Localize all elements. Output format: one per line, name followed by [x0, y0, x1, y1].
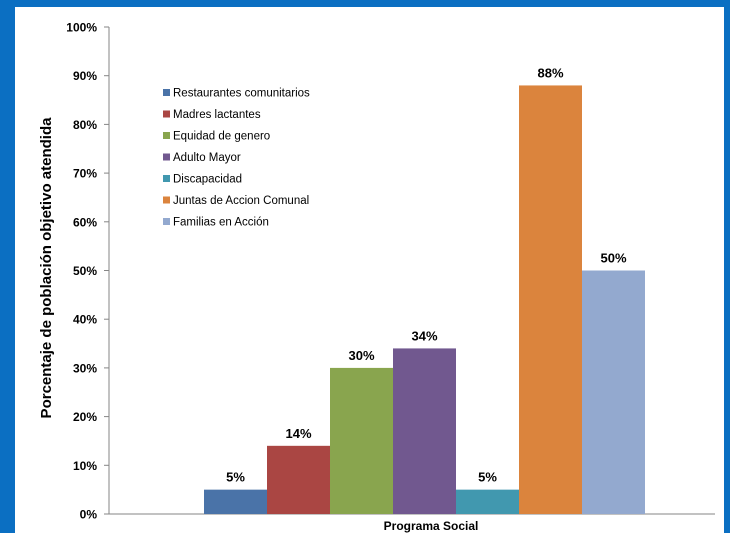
legend-swatch	[163, 218, 170, 225]
bar	[267, 445, 330, 514]
y-tick-label: 0%	[80, 508, 98, 522]
y-tick-label: 90%	[73, 69, 97, 83]
x-axis-title: Programa Social	[384, 519, 479, 533]
legend-label: Madres lactantes	[173, 109, 261, 121]
legend-label: Adulto Mayor	[173, 152, 241, 164]
y-axis-title: Porcentaje de población objetivo atendid…	[38, 117, 55, 419]
y-tick-label: 50%	[73, 264, 97, 278]
data-label: 14%	[285, 426, 311, 441]
data-labels: 5% 14% 30% 34% 5% 88% 50%	[226, 65, 627, 484]
legend-swatch	[163, 153, 170, 161]
bar	[456, 489, 519, 514]
data-label: 5%	[226, 470, 245, 485]
legend-swatch	[163, 175, 170, 182]
legend-label: Equidad de genero	[173, 131, 270, 143]
y-tick-label: 100%	[66, 21, 97, 35]
legend-swatch	[163, 132, 170, 139]
bar	[204, 489, 267, 514]
y-tick-label: 10%	[73, 459, 97, 473]
data-label: 50%	[600, 251, 626, 266]
y-tick-label: 70%	[73, 167, 97, 181]
legend-label: Familias en Acción	[173, 217, 269, 229]
bar	[330, 367, 393, 514]
y-tick-label: 20%	[73, 410, 97, 424]
frame-top-border	[0, 0, 730, 7]
legend-swatch	[163, 196, 170, 204]
frame-left-border	[0, 0, 15, 533]
legend-label: Juntas de Accion Comunal	[173, 195, 309, 207]
data-label: 30%	[348, 348, 374, 363]
bars	[204, 85, 645, 514]
legend: Restaurantes comunitarios Madres lactante…	[163, 88, 310, 229]
data-label: 34%	[411, 328, 437, 343]
legend-swatch	[163, 110, 170, 118]
y-tick-label: 60%	[73, 215, 97, 229]
frame-right-border	[724, 0, 730, 533]
data-label: 5%	[478, 470, 497, 485]
y-tick-label: 40%	[73, 313, 97, 327]
y-tick-label: 80%	[73, 118, 97, 132]
legend-swatch	[163, 89, 170, 96]
bar	[582, 270, 645, 514]
legend-label: Discapacidad	[173, 174, 242, 186]
data-label: 88%	[537, 65, 563, 80]
y-tick-label: 30%	[73, 361, 97, 375]
bar	[393, 348, 456, 514]
legend-label: Restaurantes comunitarios	[173, 88, 310, 100]
bar	[519, 85, 582, 514]
